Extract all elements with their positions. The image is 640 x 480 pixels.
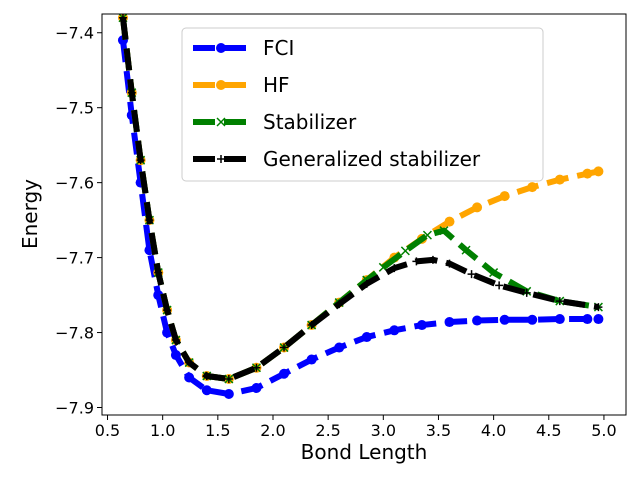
data-point (499, 191, 510, 202)
data-point (127, 88, 136, 97)
data-point (461, 245, 471, 255)
legend-label: Generalized stabilizer (263, 147, 481, 171)
data-point (252, 363, 261, 372)
y-tick-label: −7.4 (55, 24, 94, 43)
data-point (334, 342, 345, 353)
legend-entry: Stabilizer (193, 110, 357, 134)
data-point (593, 314, 604, 325)
series-line (119, 17, 599, 383)
x-tick-label: 4.0 (481, 421, 506, 440)
y-tick-label: −7.6 (55, 174, 94, 193)
legend: FCI HF Stabilizer Generalized stabilizer (181, 27, 544, 182)
data-point (216, 80, 226, 90)
data-point (163, 306, 172, 315)
data-point (306, 354, 317, 365)
data-point (307, 321, 316, 330)
data-point (467, 270, 476, 279)
data-point (201, 385, 212, 396)
data-point (154, 268, 163, 277)
y-tick-label: −7.5 (55, 99, 94, 118)
data-point (362, 279, 371, 288)
data-point (390, 264, 399, 273)
data-point (185, 358, 194, 367)
data-point (439, 226, 449, 236)
y-tick-label: −7.8 (55, 324, 94, 343)
x-tick-label: 1.0 (150, 421, 175, 440)
x-tick-label: 2.5 (315, 421, 340, 440)
data-point (412, 257, 421, 266)
data-point (444, 216, 455, 227)
data-point (136, 156, 145, 165)
data-point (593, 166, 604, 177)
data-point (389, 325, 400, 336)
data-point (428, 255, 437, 264)
data-point (223, 389, 234, 400)
data-point (118, 14, 127, 22)
data-point (422, 230, 432, 240)
data-point (280, 343, 289, 352)
legend-entry: HF (193, 73, 290, 97)
legend-box (181, 27, 544, 182)
data-point (170, 350, 181, 361)
data-point (416, 320, 427, 331)
x-tick-label: 1.5 (205, 421, 230, 440)
data-point (489, 268, 499, 278)
series-fci (117, 35, 604, 400)
data-point (216, 43, 226, 53)
data-point (582, 168, 593, 179)
x-tick-label: 3.5 (426, 421, 451, 440)
y-tick-label: −7.9 (55, 399, 94, 418)
data-point (162, 327, 173, 338)
data-point (495, 281, 504, 290)
data-point (594, 303, 603, 312)
plot-frame (101, 13, 627, 416)
data-point (251, 383, 262, 394)
x-tick-label: 2.0 (260, 421, 285, 440)
data-point (153, 290, 164, 301)
x-tick-label: 4.5 (536, 421, 561, 440)
data-point (554, 314, 565, 325)
data-point (472, 202, 483, 213)
data-point (224, 375, 233, 384)
series-generalized-stabilizer (118, 14, 603, 384)
data-point (184, 372, 195, 383)
data-point (472, 315, 483, 326)
data-point (527, 314, 538, 325)
data-point (444, 317, 455, 328)
data-point (145, 216, 154, 225)
data-point (217, 155, 225, 163)
legend-entry: Generalized stabilizer (193, 147, 481, 171)
data-point (527, 182, 538, 193)
data-point (554, 174, 565, 185)
data-point (400, 246, 410, 256)
data-point (522, 288, 531, 297)
data-point (171, 336, 180, 345)
data-point (279, 368, 290, 379)
x-tick-label: 3.0 (371, 421, 396, 440)
data-point (582, 314, 593, 325)
data-point (335, 300, 344, 309)
y-tick-label: −7.7 (55, 249, 94, 268)
legend-label: FCI (263, 36, 294, 60)
x-tick-label: 5.0 (591, 421, 616, 440)
legend-entry: FCI (193, 36, 294, 60)
legend-label: Stabilizer (263, 110, 357, 134)
x-axis-label: Bond Length (301, 440, 428, 464)
data-point (202, 372, 211, 381)
data-point (499, 314, 510, 325)
x-tick-label: 0.5 (95, 421, 120, 440)
data-point (216, 117, 226, 127)
data-point (361, 332, 372, 343)
data-point (555, 297, 564, 306)
legend-label: HF (263, 73, 290, 97)
data-point (445, 259, 454, 268)
y-axis-label: Energy (18, 179, 42, 249)
